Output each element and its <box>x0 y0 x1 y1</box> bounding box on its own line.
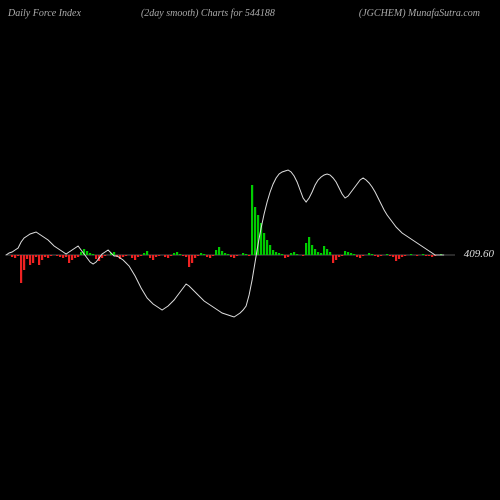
title-right: (JGCHEM) MunafaSutra.com <box>359 8 480 19</box>
title-middle: (2day smooth) Charts for 544188 <box>141 8 275 19</box>
force-index-chart <box>5 30 455 470</box>
chart-svg <box>5 30 455 470</box>
title-left: Daily Force Index <box>8 8 81 19</box>
chart-header: Daily Force Index (2day smooth) Charts f… <box>0 8 500 19</box>
price-label: 409.60 <box>464 248 494 260</box>
